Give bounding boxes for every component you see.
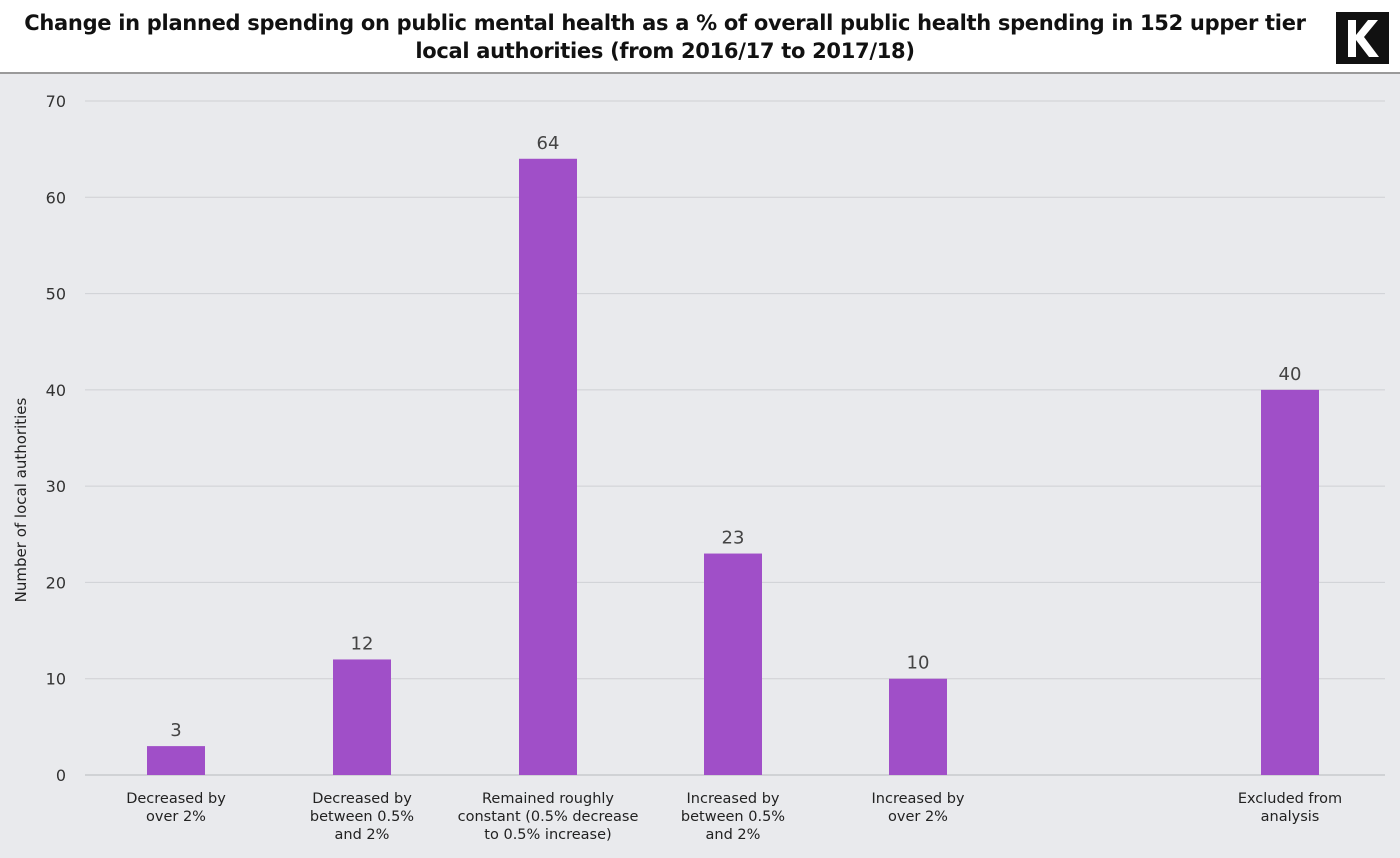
k-logo bbox=[1336, 12, 1389, 64]
y-tick-label: 10 bbox=[46, 670, 66, 689]
k-logo-icon bbox=[1348, 20, 1379, 57]
x-tick-label: Increased by over 2% bbox=[872, 791, 965, 825]
y-tick-label: 60 bbox=[46, 188, 66, 207]
y-axis-label: Number of local authorities bbox=[12, 397, 30, 602]
x-axis-labels: Decreased by over 2% Decreased by between 0… bbox=[126, 791, 1342, 843]
chart-title: Change in planned spending on public men… bbox=[24, 11, 1306, 63]
chart-header: Change in planned spending on public men… bbox=[0, 0, 1400, 74]
data-label: 64 bbox=[537, 133, 560, 154]
x-tick-label: Decreased by between 0.5% and 2% bbox=[310, 791, 414, 843]
x-tick-label: Decreased by over 2% bbox=[126, 791, 226, 825]
y-tick-label: 30 bbox=[46, 477, 66, 496]
x-tick-label: Excluded from analysis bbox=[1238, 791, 1342, 825]
bar bbox=[889, 678, 947, 775]
bar bbox=[147, 746, 205, 775]
data-label: 40 bbox=[1279, 364, 1302, 385]
y-tick-label: 0 bbox=[56, 766, 66, 785]
bars bbox=[147, 158, 1319, 775]
data-label: 3 bbox=[170, 720, 181, 741]
y-tick-label: 70 bbox=[46, 92, 66, 111]
bar bbox=[704, 553, 762, 775]
y-tick-label: 50 bbox=[46, 285, 66, 304]
chart-area: 0 10 20 30 40 50 60 70 3 12 64 23 10 40 Decreased by… bbox=[0, 74, 1400, 854]
data-label: 10 bbox=[907, 653, 930, 674]
data-label: 23 bbox=[722, 528, 745, 549]
y-tick-label: 40 bbox=[46, 381, 66, 400]
y-axis-ticks: 0 10 20 30 40 50 60 70 bbox=[46, 92, 66, 785]
y-tick-label: 20 bbox=[46, 573, 66, 592]
bar bbox=[1261, 389, 1319, 775]
data-labels: 3 12 64 23 10 40 bbox=[170, 133, 1301, 741]
x-tick-label: Remained roughly constant (0.5% decrease t… bbox=[458, 791, 639, 843]
x-tick-label: Increased by between 0.5% and 2% bbox=[681, 791, 785, 843]
data-label: 12 bbox=[351, 633, 374, 654]
bar-chart: 0 10 20 30 40 50 60 70 3 12 64 23 10 40 Decreased by… bbox=[12, 92, 1385, 843]
bar bbox=[519, 158, 577, 775]
bar bbox=[333, 659, 391, 775]
